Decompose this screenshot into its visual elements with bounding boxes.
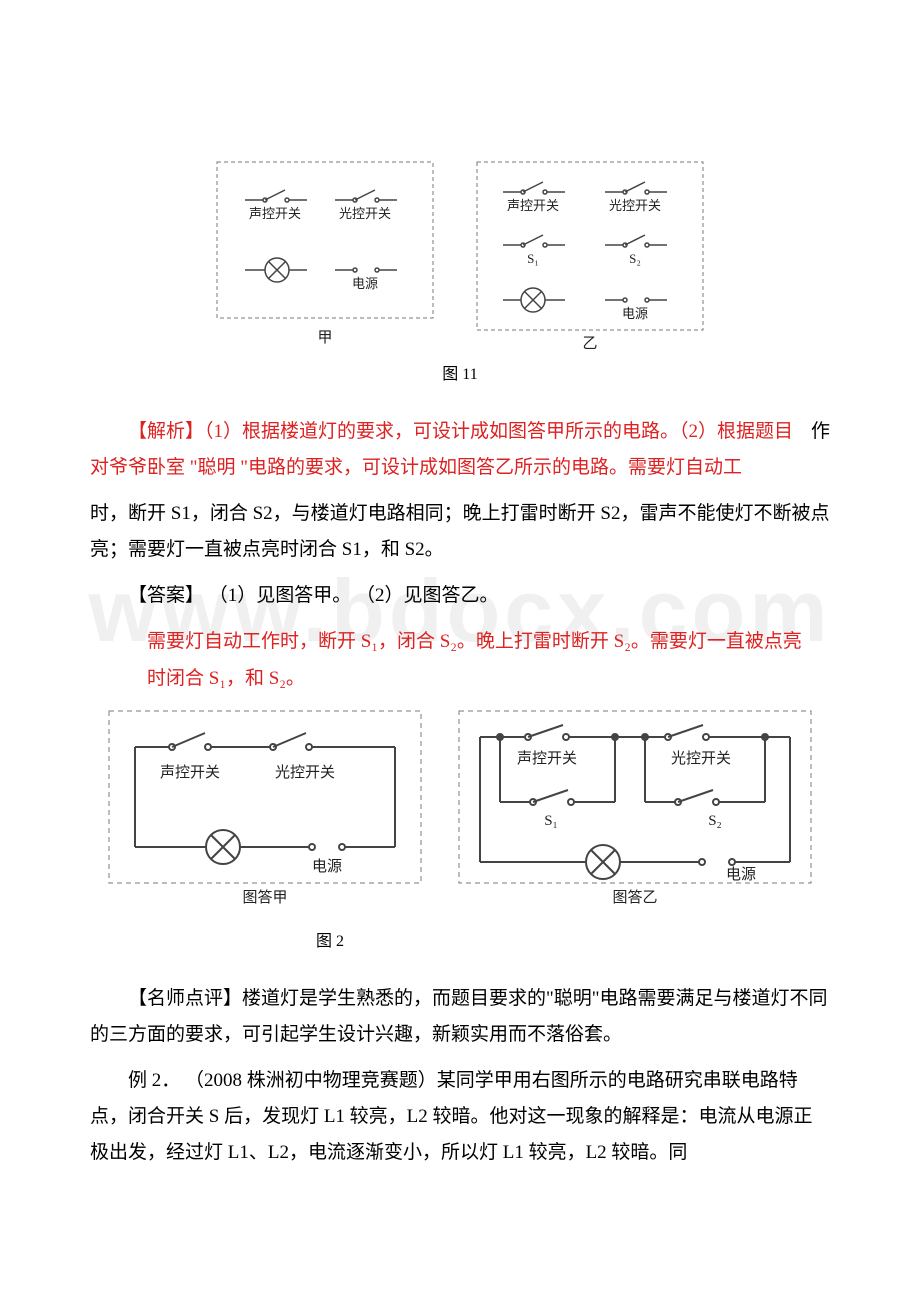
figure-2-jia: 声控开关 光控开关 电源 图答甲	[105, 707, 425, 917]
label-light-jia: 光控开关	[339, 206, 391, 221]
label-power-yi: 电源	[622, 306, 648, 321]
analysis-black: 时，断开 S1，闭合 S2，与楼道灯电路相同；晚上打雷时断开 S2，雷声不能使灯…	[90, 496, 830, 568]
label-power-jia: 电源	[352, 276, 378, 291]
f2-yi-power: 电源	[726, 866, 756, 883]
caption-jia: 甲	[317, 330, 332, 346]
float-char-zuo: 作	[811, 414, 830, 450]
f2-yi-light: 光控开关	[671, 750, 731, 767]
f2-jia-caption: 图答甲	[242, 889, 287, 906]
label-sound-yi: 声控开关	[507, 198, 559, 213]
f2-yi-sound: 声控开关	[517, 749, 577, 767]
red-block-1: 需要灯自动工作时，断开 S₁，闭合 S₂。晚上打雷时断开 S₂。需要灯一直被点亮	[90, 624, 830, 660]
f2-yi-s2: S₂	[708, 813, 722, 829]
red-block-2: 时闭合 S₁，和 S₂。	[90, 661, 830, 697]
figure-11: 声控开关 光控开关	[90, 160, 830, 350]
figure-11-yi: 声控开关 光控开关 S₁	[475, 160, 705, 350]
f2-yi-s1: S₁	[544, 813, 558, 829]
analysis-red-1: 【解析】（1）根据楼道灯的要求，可设计成如图答甲所示的电路。（2）根据题目	[90, 414, 830, 450]
analysis-red-2: 对爷爷卧室 "聪明 "电路的要求，可设计成如图答乙所示的电路。需要灯自动工	[90, 450, 830, 486]
f2-jia-light: 光控开关	[275, 764, 335, 781]
caption-yi: 乙	[582, 336, 597, 350]
label-s2-yi: S₂	[629, 251, 641, 266]
f2-yi-caption: 图答乙	[612, 889, 657, 906]
label-sound-jia: 声控开关	[249, 206, 301, 221]
figure-2-yi: 声控开关 光控开关 S₁ S₂ 电源 图答乙	[455, 707, 815, 917]
label-s1-yi: S₁	[527, 251, 539, 266]
figure-2-caption: 图 2	[0, 927, 830, 951]
answer-line: 【答案】 （1）见图答甲。 （2）见图答乙。	[90, 578, 830, 614]
figure-11-caption: 图 11	[90, 360, 830, 384]
figure-11-jia: 声控开关 光控开关	[215, 160, 435, 350]
f2-jia-power: 电源	[312, 858, 342, 875]
label-light-yi: 光控开关	[609, 198, 661, 213]
teacher-comment: 【名师点评】楼道灯是学生熟悉的，而题目要求的"聪明"电路需要满足与楼道灯不同的三…	[90, 981, 830, 1053]
figure-2: 声控开关 光控开关 电源 图答甲	[90, 707, 830, 917]
f2-jia-sound: 声控开关	[160, 763, 220, 781]
example-2: 例 2． （2008 株洲初中物理竞赛题）某同学甲用右图所示的电路研究串联电路特…	[90, 1063, 830, 1171]
